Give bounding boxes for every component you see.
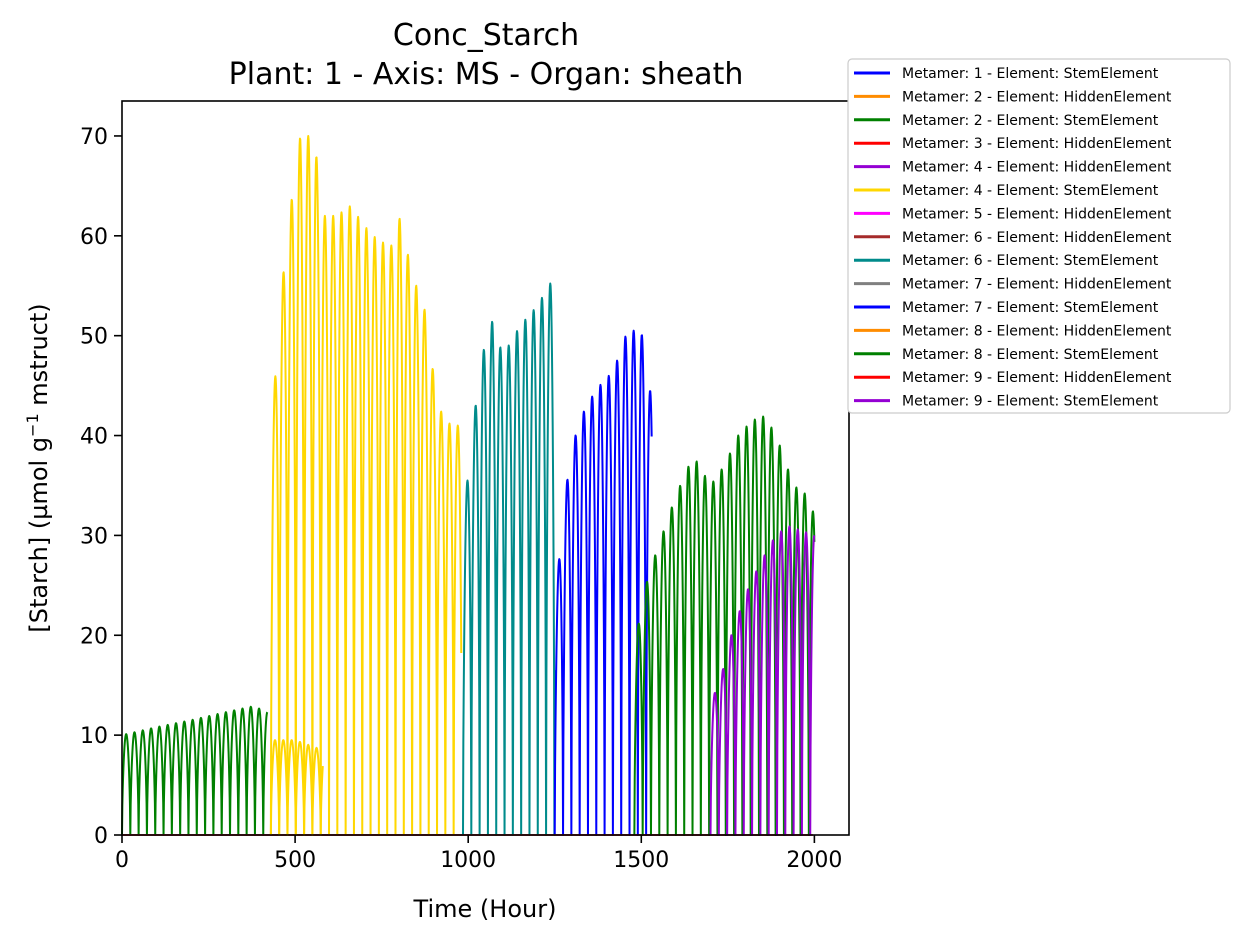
y-tick-label: 30	[80, 524, 108, 549]
x-axis-label: Time (Hour)	[413, 895, 557, 923]
legend-label: Metamer: 6 - Element: StemElement	[902, 253, 1159, 269]
legend-label: Metamer: 3 - Element: HiddenElement	[902, 136, 1172, 152]
y-tick-label: 10	[80, 724, 108, 749]
y-tick-label: 0	[94, 824, 108, 849]
series-line	[462, 282, 556, 836]
legend-label: Metamer: 2 - Element: StemElement	[902, 113, 1159, 129]
y-tick-label: 40	[80, 425, 108, 450]
legend-items: Metamer: 1 - Element: StemElement Metamer…	[854, 66, 1172, 410]
legend-label: Metamer: 9 - Element: StemElement	[902, 394, 1159, 410]
legend-label: Metamer: 8 - Element: StemElement	[902, 347, 1159, 363]
y-axis-label-tail: mstruct)	[25, 303, 53, 413]
legend-label: Metamer: 6 - Element: HiddenElement	[902, 230, 1172, 246]
series-layer	[121, 134, 816, 836]
series-16	[269, 739, 324, 836]
y-tick-label: 50	[80, 325, 108, 350]
chart-subtitle: Plant: 1 - Axis: MS - Organ: sheath	[229, 57, 744, 92]
series-line	[709, 525, 816, 836]
x-tick-label: 500	[274, 848, 316, 873]
y-tick-label: 70	[80, 125, 108, 150]
y-tick-label: 20	[80, 624, 108, 649]
legend-label: Metamer: 4 - Element: HiddenElement	[902, 160, 1172, 176]
y-axis-label-superscript: −1	[23, 413, 42, 437]
x-tick-label: 1500	[613, 848, 669, 873]
legend-label: Metamer: 4 - Element: StemElement	[902, 183, 1159, 199]
series-9	[462, 282, 556, 836]
legend-label: Metamer: 2 - Element: HiddenElement	[902, 89, 1172, 105]
legend: Metamer: 1 - Element: StemElement Metamer…	[847, 58, 1231, 414]
y-axis-label: [Starch] (µmol g−1 mstruct)	[23, 303, 53, 632]
legend-frame	[847, 58, 1231, 414]
chart-title: Conc_Starch	[393, 18, 579, 53]
legend-label: Metamer: 8 - Element: HiddenElement	[902, 323, 1172, 339]
axes-frame	[121, 100, 850, 836]
x-tick-label: 2000	[786, 848, 842, 873]
plot-area	[121, 100, 850, 836]
series-line	[269, 739, 324, 836]
series-line	[269, 134, 463, 836]
series-3	[121, 705, 269, 836]
legend-label: Metamer: 7 - Element: HiddenElement	[902, 277, 1172, 293]
legend-label: Metamer: 1 - Element: StemElement	[902, 66, 1159, 82]
y-ticks: 0 10 20 30 40 50 60 70	[80, 125, 122, 849]
series-6	[269, 134, 463, 836]
x-tick-label: 1000	[440, 848, 496, 873]
y-tick-label: 60	[80, 225, 108, 250]
series-11	[553, 329, 653, 836]
x-ticks: 0 500 1000 1500 2000	[115, 835, 842, 873]
series-line	[121, 705, 269, 836]
series-line	[553, 329, 653, 836]
legend-label: Metamer: 7 - Element: StemElement	[902, 300, 1159, 316]
legend-label: Metamer: 9 - Element: HiddenElement	[902, 370, 1172, 386]
series-15	[709, 525, 816, 836]
x-tick-label: 0	[115, 848, 129, 873]
y-axis-label-main: [Starch] (µmol g	[25, 437, 53, 633]
legend-label: Metamer: 5 - Element: HiddenElement	[902, 206, 1172, 222]
